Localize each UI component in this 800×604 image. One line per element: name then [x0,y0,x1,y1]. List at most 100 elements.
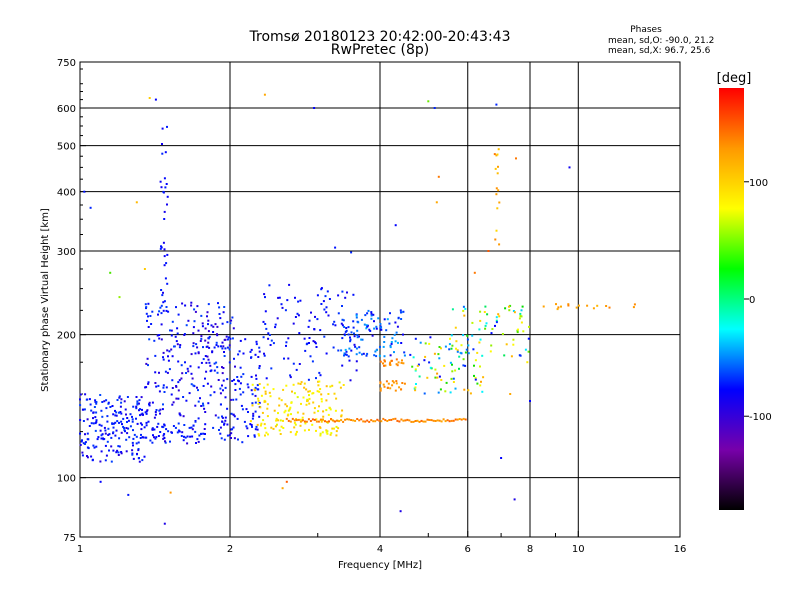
data-point [369,330,372,332]
data-point [318,371,321,374]
data-point [164,277,167,280]
data-point [250,375,253,378]
data-point [239,366,242,369]
chart-title: Tromsø 20180123 20:42:00-20:43:43 [249,29,511,45]
data-point [131,453,134,456]
data-point [261,411,264,414]
data-point [157,435,160,437]
data-point [327,314,330,317]
data-point [255,425,258,428]
data-point [137,448,140,450]
data-point [400,318,403,320]
data-point [117,451,120,454]
data-point [484,324,487,327]
data-point [200,361,203,364]
data-point [263,423,266,426]
data-point [460,418,463,421]
data-point [226,378,229,381]
data-point [275,417,278,420]
data-point [179,414,182,417]
data-point [391,337,394,340]
data-point [251,425,253,428]
data-point [479,319,482,322]
data-point [137,449,140,452]
data-point [311,418,314,421]
data-point [100,424,103,427]
data-point [259,424,262,427]
data-point [400,388,403,391]
data-point [215,344,218,346]
data-point [161,152,164,155]
data-point [110,460,113,463]
data-point [239,382,242,385]
data-point [528,325,530,328]
data-point [109,406,112,408]
data-point [308,337,311,339]
data-point [258,415,261,418]
data-point [162,358,165,361]
data-point [415,383,417,385]
data-point [315,377,317,380]
data-point [419,341,422,344]
data-point [218,306,221,309]
data-point [216,366,219,369]
data-point [513,498,516,501]
data-point [230,432,233,435]
data-point [293,421,296,424]
data-point [221,420,224,423]
data-point [165,309,168,312]
data-point [323,335,326,338]
data-point [458,355,461,358]
data-point [289,376,292,379]
data-point [141,436,144,439]
data-point [278,429,281,432]
data-point [358,419,361,422]
data-point [208,361,211,364]
data-point [163,423,166,426]
data-point [348,418,351,421]
data-point [171,431,173,434]
data-point [135,405,138,408]
data-point [345,350,348,353]
data-point [127,427,130,430]
data-point [204,339,207,342]
data-point [460,344,463,347]
data-point [190,372,193,375]
data-point [284,403,287,406]
data-point [92,422,95,425]
data-point [456,350,459,353]
data-point [190,353,193,356]
data-point [250,389,253,392]
data-point [283,357,285,360]
data-point [182,439,185,442]
data-point [240,404,243,407]
data-point [92,444,95,447]
data-point [350,331,353,334]
data-point [256,384,259,387]
data-point [127,419,130,422]
data-point [159,431,162,433]
data-point [236,376,239,378]
data-point [481,354,484,357]
data-point [183,435,185,438]
data-point [347,326,350,329]
data-point [485,322,488,325]
data-point [293,419,296,422]
data-point [474,376,477,379]
data-point [120,401,123,404]
data-point [355,353,358,356]
data-point [169,491,172,494]
data-point [317,410,320,413]
data-point [163,300,166,303]
data-point [140,396,143,399]
data-point [112,449,115,452]
data-point [258,346,261,349]
data-point [187,370,190,373]
data-point [199,397,201,400]
data-point [138,402,140,405]
data-point [186,442,189,445]
data-point [313,341,316,344]
data-point [162,437,165,440]
data-point [143,268,146,270]
data-point [115,429,118,432]
